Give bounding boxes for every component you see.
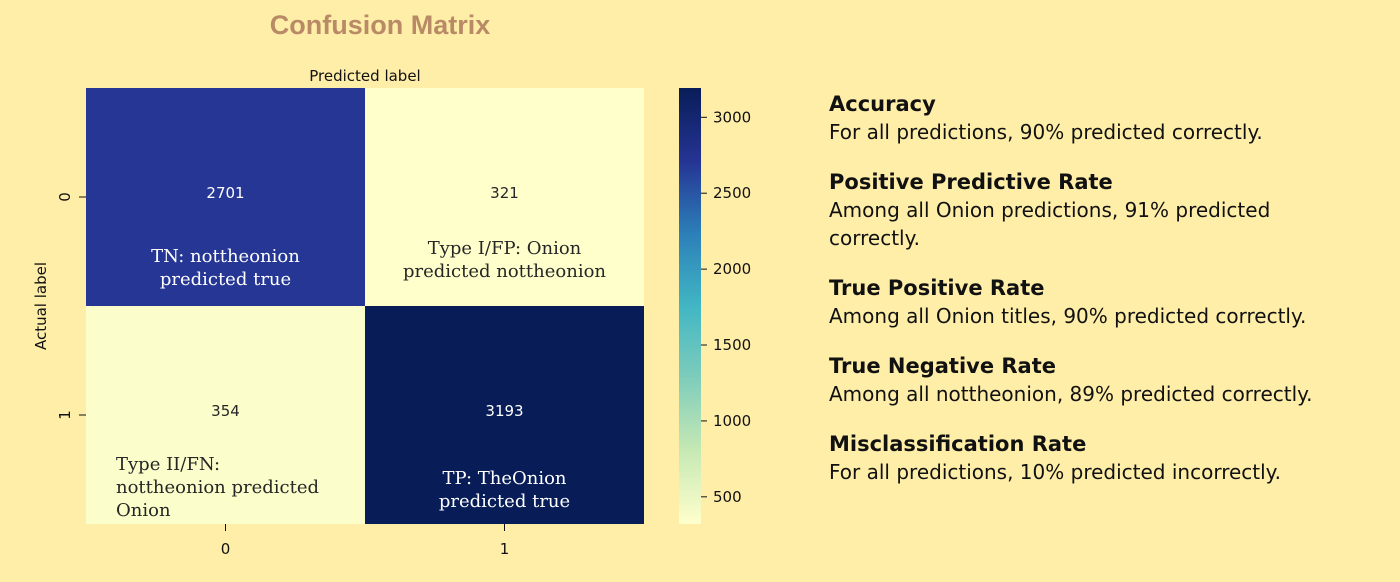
cell-value-label: 354 bbox=[211, 402, 240, 420]
heatmap-cell-0-0 bbox=[86, 88, 365, 306]
metric-description: Among all Onion predictions, 91% predict… bbox=[829, 198, 1271, 250]
confusion-matrix-heatmap: 2701 TN: nottheonion predicted true 321 Type… bbox=[32, 67, 751, 558]
cell-annotation-label: Type I/FP: Onion predicted nottheonion bbox=[403, 238, 606, 282]
metric-title: Misclassification Rate bbox=[829, 432, 1087, 456]
x-tick-label: 0 bbox=[221, 540, 231, 558]
metric-title: True Positive Rate bbox=[829, 276, 1045, 300]
heatmap-cell-1-0 bbox=[86, 306, 365, 524]
metric-description: Among all nottheonion, 89% predicted cor… bbox=[829, 382, 1313, 406]
y-tick-label: 0 bbox=[56, 192, 74, 202]
cell-value-label: 3193 bbox=[485, 402, 523, 420]
x-tick-label: 1 bbox=[500, 540, 510, 558]
metric-accuracy: Accuracy For all predictions, 90% predic… bbox=[829, 90, 1389, 146]
colorbar-tick-label: 1500 bbox=[713, 336, 751, 354]
cell-annotation-label: TN: nottheonion predicted true bbox=[151, 246, 300, 290]
heatmap-cell-0-1 bbox=[365, 88, 644, 306]
y-tick-label: 1 bbox=[56, 410, 74, 420]
metric-description: Among all Onion titles, 90% predicted co… bbox=[829, 304, 1307, 328]
cell-value-label: 321 bbox=[490, 184, 519, 202]
heatmap-cell-1-1 bbox=[365, 306, 644, 524]
metric-title: Accuracy bbox=[829, 92, 936, 116]
metric-description: For all predictions, 10% predicted incor… bbox=[829, 460, 1282, 484]
cell-value-label: 2701 bbox=[206, 184, 244, 202]
x-axis-label: Predicted label bbox=[309, 67, 420, 85]
metric-title: Positive Predictive Rate bbox=[829, 170, 1113, 194]
colorbar bbox=[679, 88, 701, 524]
metric-true-negative-rate: True Negative Rate Among all nottheonion… bbox=[829, 352, 1389, 408]
metric-description: For all predictions, 90% predicted corre… bbox=[829, 120, 1263, 144]
colorbar-tick-label: 500 bbox=[713, 488, 742, 506]
cell-annotation-label: TP: TheOnion predicted true bbox=[439, 468, 570, 512]
metric-title: True Negative Rate bbox=[829, 354, 1057, 378]
chart-title: Confusion Matrix bbox=[269, 10, 491, 40]
colorbar-tick-label: 3000 bbox=[713, 108, 751, 126]
metric-misclassification-rate: Misclassification Rate For all predictio… bbox=[829, 430, 1389, 486]
colorbar-tick-label: 2500 bbox=[713, 184, 751, 202]
cell-annotation-label: Type II/FN: nottheonion predicted Onion bbox=[116, 454, 319, 521]
metric-positive-predictive-rate: Positive Predictive Rate Among all Onion… bbox=[829, 168, 1389, 252]
colorbar-tick-label: 2000 bbox=[713, 260, 751, 278]
metrics-panel: Accuracy For all predictions, 90% predic… bbox=[829, 90, 1389, 508]
y-axis-label: Actual label bbox=[32, 262, 50, 350]
colorbar-tick-label: 1000 bbox=[713, 412, 751, 430]
metric-true-positive-rate: True Positive Rate Among all Onion title… bbox=[829, 274, 1389, 330]
